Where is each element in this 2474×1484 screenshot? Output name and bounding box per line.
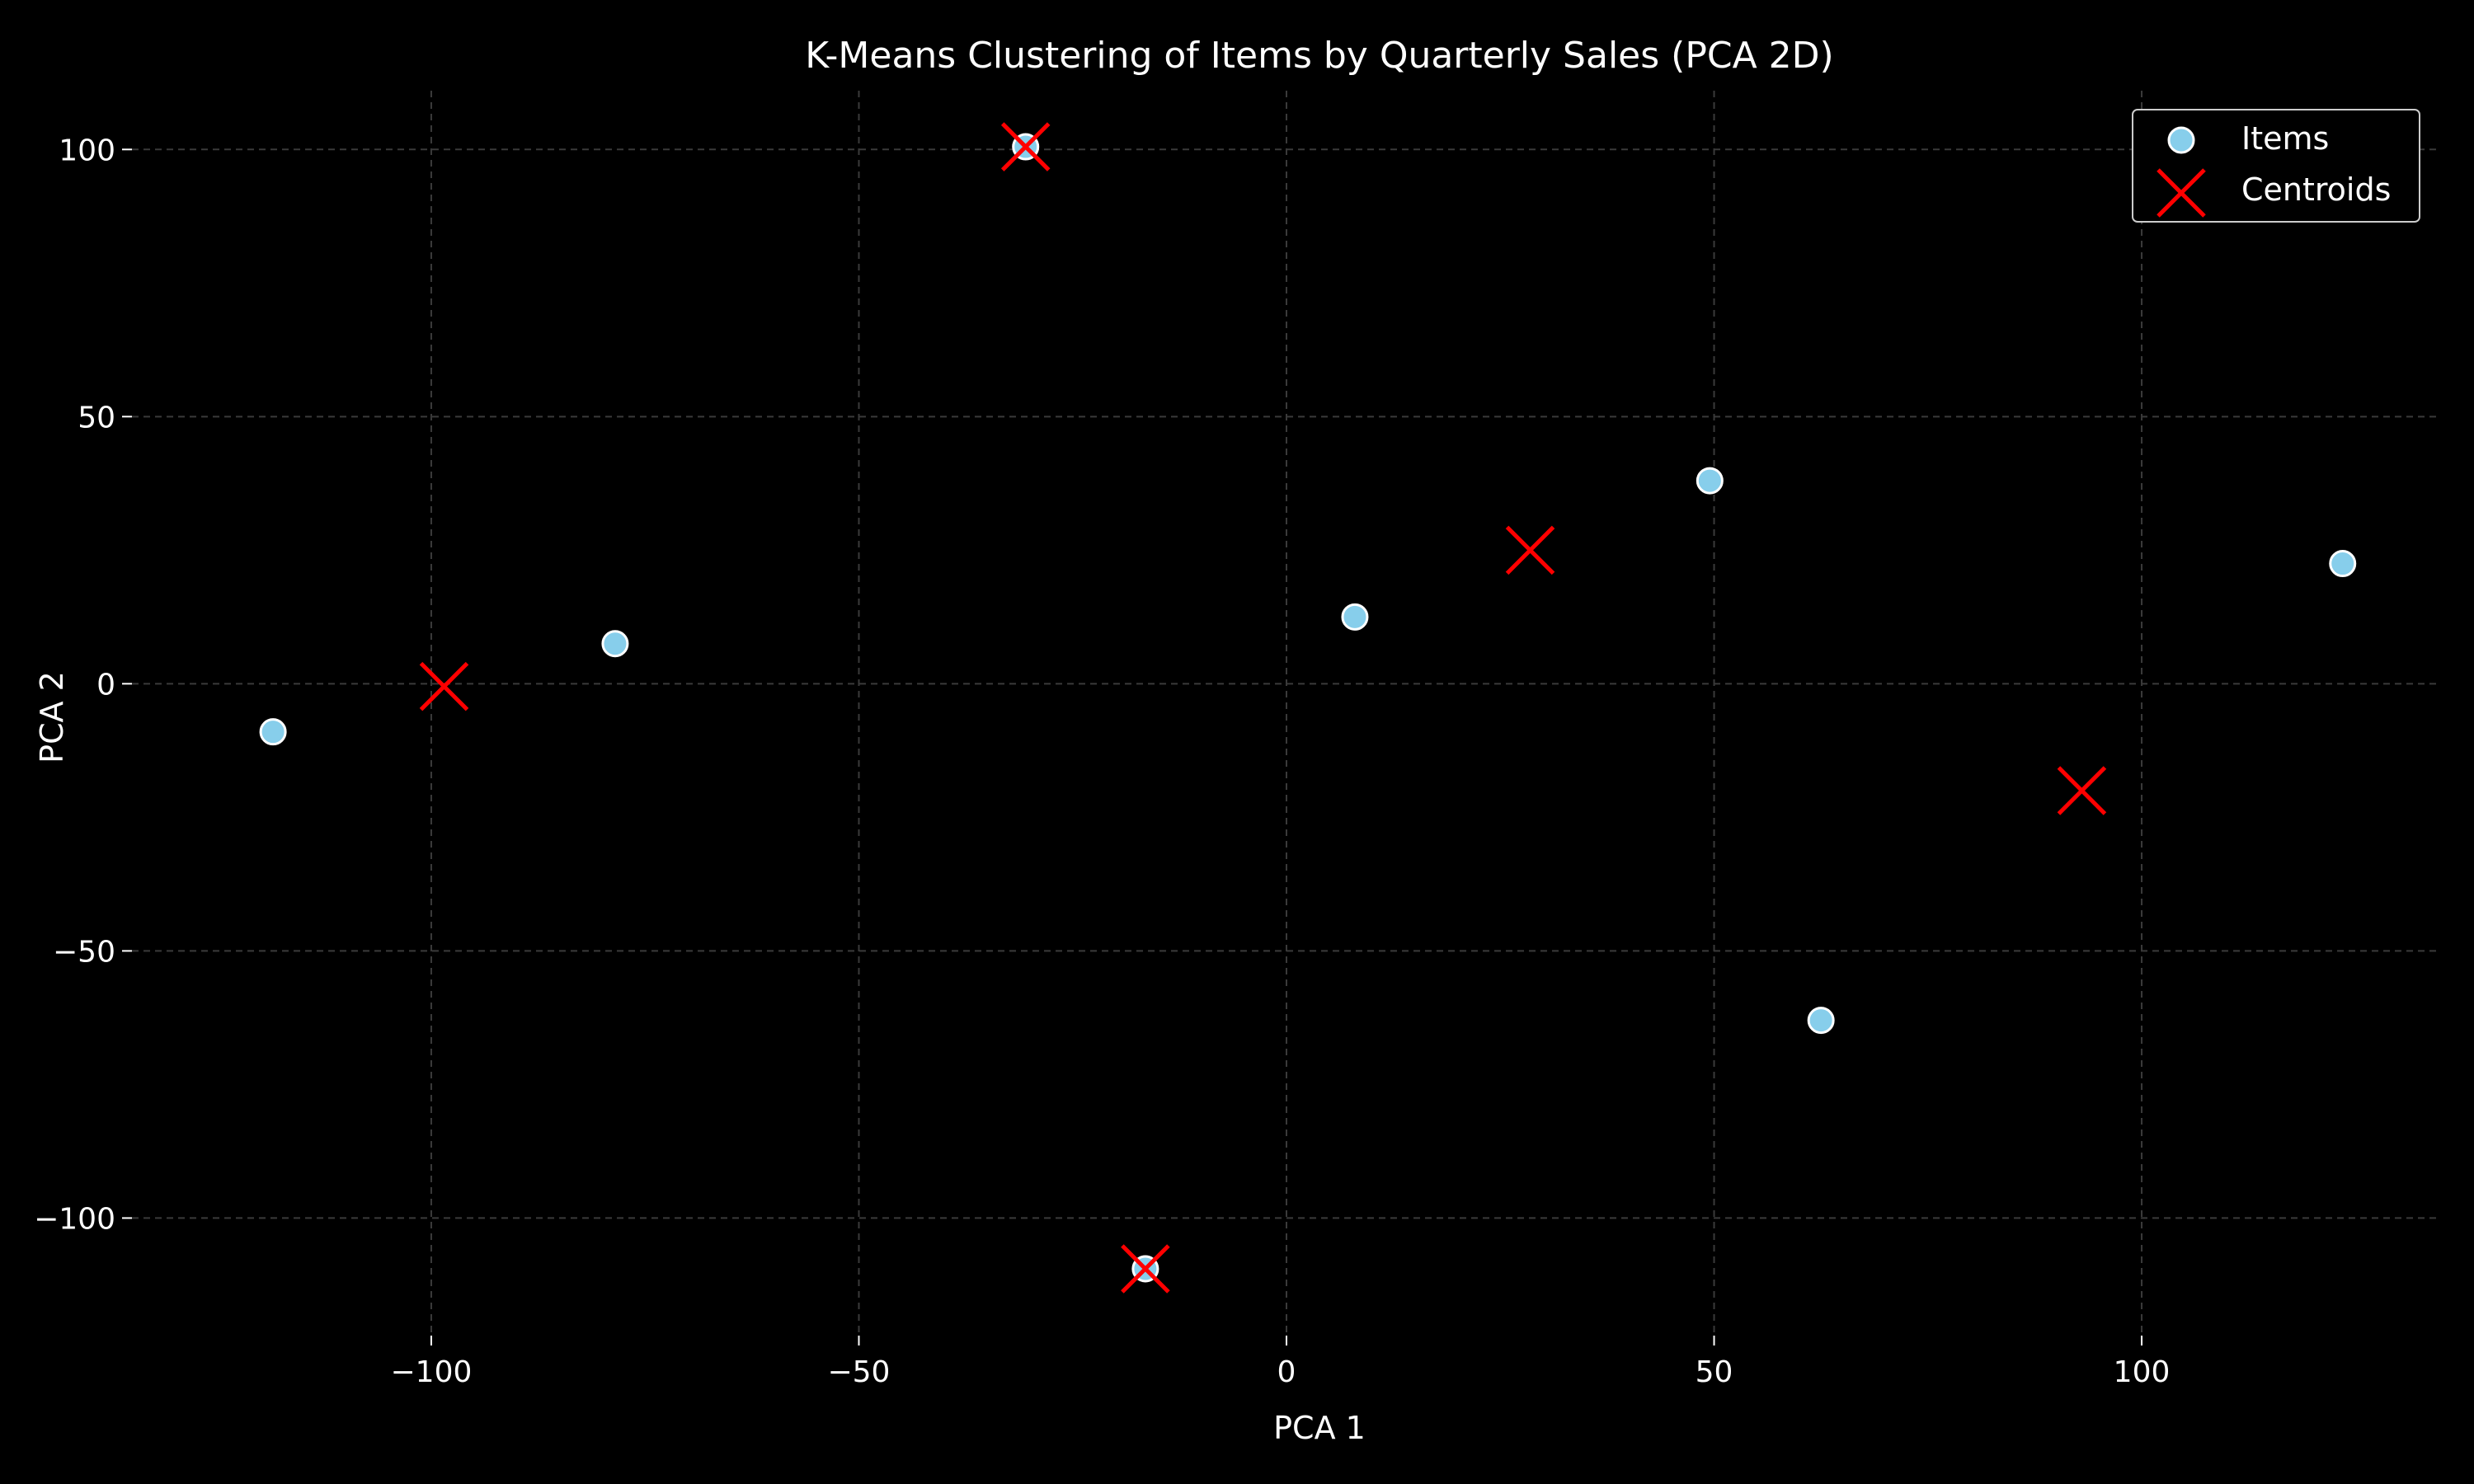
legend-centroid-stroke	[2157, 168, 2206, 218]
centroid-stroke	[2057, 766, 2107, 815]
centroid-stroke	[1505, 525, 1555, 575]
legend-item-point	[2167, 126, 2195, 154]
item-point	[259, 718, 287, 746]
centroid-marker	[1121, 1244, 1170, 1294]
y-tick-label: 50	[78, 401, 115, 434]
item-point	[1341, 603, 1369, 631]
legend-label-centroids: Centroids	[2241, 171, 2391, 208]
centroid-marker	[1000, 122, 1051, 171]
x-tick-label: 100	[2114, 1355, 2171, 1389]
item-point	[2329, 550, 2357, 578]
grid	[132, 91, 2441, 1336]
axes: −100 −50 0 50 100 −100 −50 0 50 100	[34, 134, 2170, 1389]
centroid-marker	[1505, 525, 1555, 575]
x-tick-label: 0	[1277, 1355, 1296, 1389]
y-tick-label: −50	[53, 935, 115, 969]
centroid-stroke	[419, 661, 469, 711]
x-tick-label: −50	[827, 1355, 890, 1389]
centroid-marker	[2057, 766, 2107, 815]
centroid-stroke	[1000, 122, 1051, 171]
item-point	[1807, 1007, 1835, 1035]
item-point	[1696, 467, 1724, 495]
legend-label-items: Items	[2241, 120, 2329, 157]
legend-centroids-marker	[2157, 168, 2206, 218]
x-tick-label: 50	[1696, 1355, 1733, 1389]
item-point	[601, 630, 629, 658]
y-tick-label: 0	[96, 668, 115, 702]
items-series	[259, 133, 2357, 1283]
y-axis-label: PCA 2	[34, 671, 70, 763]
legend: Items Centroids	[2132, 109, 2420, 223]
centroid-stroke	[1121, 1244, 1170, 1294]
centroid-marker	[419, 661, 469, 711]
y-tick-label: 100	[59, 134, 115, 167]
legend-items-marker	[2167, 126, 2195, 154]
x-axis-label: PCA 1	[1273, 1410, 1366, 1446]
centroids-series	[419, 122, 2107, 1294]
y-tick-label: −100	[34, 1202, 115, 1236]
x-tick-label: −100	[391, 1355, 473, 1389]
chart-title: K-Means Clustering of Items by Quarterly…	[805, 35, 1833, 77]
legend-box	[2132, 109, 2420, 223]
